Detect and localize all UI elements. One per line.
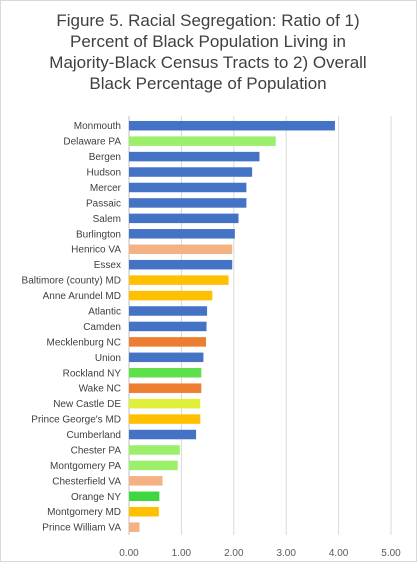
- category-label: Passaic: [86, 198, 121, 209]
- category-label: Union: [95, 353, 121, 364]
- category-label: Essex: [94, 260, 121, 271]
- bar: [129, 352, 204, 363]
- bar: [129, 151, 260, 162]
- bars: [129, 120, 335, 532]
- category-label: Cumberland: [67, 430, 121, 441]
- bar: [129, 398, 201, 409]
- bar: [129, 136, 276, 146]
- bar: [129, 476, 163, 486]
- category-label: Monmouth: [74, 121, 121, 132]
- bar: [129, 506, 159, 517]
- category-label: New Castle DE: [53, 399, 121, 410]
- x-tick-label: 2.00: [224, 548, 244, 559]
- category-label: Chester PA: [71, 445, 122, 456]
- category-label: Rockland NY: [63, 368, 122, 379]
- category-label: Mercer: [90, 183, 122, 194]
- bar: [129, 290, 213, 301]
- category-label: Mecklenburg NC: [47, 337, 121, 348]
- bar: [129, 321, 207, 332]
- bar: [129, 229, 235, 239]
- category-label: Atlantic: [88, 307, 121, 318]
- chart-title-line-3: Majority-Black Census Tracts to 2) Overa…: [49, 53, 367, 72]
- bar: [129, 368, 202, 378]
- bar: [129, 275, 229, 285]
- category-label: Bergen: [89, 152, 121, 163]
- category-label: Hudson: [87, 168, 121, 179]
- category-labels: Monmouth Delaware PA Bergen Hudson Mercer Pas…: [22, 121, 122, 533]
- category-label: Chesterfield VA: [52, 476, 121, 487]
- bar: [129, 182, 247, 193]
- category-label: Montgomery PA: [50, 461, 121, 472]
- x-tick-label: 1.00: [172, 548, 192, 559]
- category-label: Prince William VA: [42, 523, 121, 534]
- category-label: Wake NC: [79, 384, 121, 395]
- x-tick-label: 3.00: [276, 548, 296, 559]
- bar: [129, 337, 207, 347]
- x-tick-label: 5.00: [381, 548, 401, 559]
- x-tick-label: 4.00: [329, 548, 349, 559]
- category-label: Baltimore (county) MD: [22, 276, 121, 287]
- category-label: Burlington: [76, 229, 121, 240]
- bar: [129, 429, 197, 440]
- chart-title-line-2: Percent of Black Population Living in: [70, 32, 346, 51]
- x-axis-ticks: 0.00 1.00 2.00 3.00 4.00 5.00: [119, 548, 401, 559]
- bar: [129, 491, 160, 502]
- bar: [129, 306, 208, 316]
- bar: [129, 460, 178, 471]
- bar: [129, 120, 335, 131]
- bar: [129, 198, 247, 208]
- bar: [129, 522, 140, 532]
- category-label: Delaware PA: [63, 137, 121, 148]
- category-label: Anne Arundel MD: [43, 291, 121, 302]
- category-label: Montgomery MD: [47, 507, 121, 518]
- bar: [129, 259, 233, 270]
- chart-title-line-1: Figure 5. Racial Segregation: Ratio of 1…: [56, 11, 360, 30]
- bar: [129, 213, 239, 224]
- category-label: Salem: [93, 214, 121, 225]
- chart-title-line-4: Black Percentage of Population: [89, 74, 327, 93]
- category-label: Henrico VA: [71, 245, 121, 256]
- chart-title: Figure 5. Racial Segregation: Ratio of 1…: [8, 10, 408, 94]
- bar: [129, 383, 202, 393]
- bar: [129, 445, 180, 455]
- category-label: Camden: [83, 322, 121, 333]
- bar: [129, 414, 201, 424]
- x-tick-label: 0.00: [119, 548, 139, 559]
- category-label: Orange NY: [71, 492, 121, 503]
- bar: [129, 167, 253, 177]
- category-label: Prince George's MD: [31, 415, 121, 426]
- bar: [129, 244, 233, 254]
